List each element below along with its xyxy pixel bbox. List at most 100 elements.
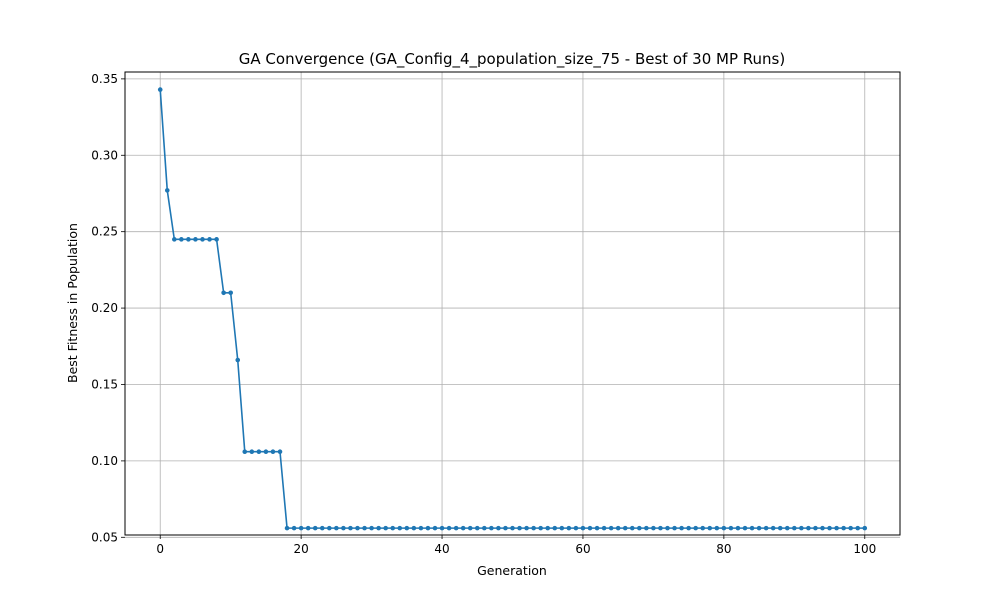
data-point — [432, 525, 438, 531]
data-point — [707, 525, 713, 531]
data-point — [235, 357, 241, 363]
x-tick-label: 100 — [853, 542, 876, 556]
data-point — [510, 525, 515, 531]
x-axis-label: Generation — [477, 563, 547, 578]
data-point — [813, 525, 818, 531]
data-point — [672, 525, 677, 531]
data-point — [157, 87, 163, 92]
data-point — [319, 525, 325, 531]
data-point — [651, 525, 656, 531]
data-point — [376, 525, 381, 531]
chart-title: GA Convergence (GA_Config_4_population_s… — [239, 50, 785, 69]
data-point — [228, 290, 233, 296]
data-point — [665, 525, 670, 531]
data-point — [693, 525, 698, 531]
data-point — [186, 237, 191, 242]
data-point — [566, 525, 572, 531]
data-point — [214, 237, 219, 242]
x-tick-label: 40 — [434, 542, 449, 556]
data-point — [327, 525, 332, 531]
data-point — [756, 525, 762, 531]
data-point — [763, 525, 769, 531]
data-point — [749, 525, 755, 531]
data-point — [390, 525, 396, 531]
markers-layer — [157, 87, 868, 531]
data-point — [742, 525, 748, 531]
data-point — [482, 525, 487, 531]
data-point — [573, 525, 579, 531]
data-point — [792, 525, 797, 531]
data-point — [418, 525, 424, 531]
data-point — [489, 525, 494, 531]
data-point — [637, 525, 642, 531]
data-point — [531, 525, 536, 531]
data-point — [862, 525, 868, 531]
data-point — [658, 525, 663, 531]
data-point — [277, 449, 283, 455]
data-point — [221, 290, 226, 296]
data-point — [629, 525, 635, 531]
data-point — [855, 525, 861, 531]
data-point — [827, 525, 832, 531]
plot-frame — [124, 71, 901, 536]
data-point — [362, 525, 367, 531]
data-point — [383, 525, 388, 531]
data-point — [728, 525, 734, 531]
data-point — [784, 525, 790, 531]
data-point — [453, 525, 459, 531]
data-point — [545, 525, 551, 531]
data-point — [496, 525, 501, 531]
data-point — [721, 525, 727, 531]
data-point — [594, 525, 600, 531]
x-tick-label: 0 — [156, 542, 164, 556]
data-point — [608, 525, 614, 531]
data-point — [559, 525, 565, 531]
data-point — [503, 525, 508, 531]
y-tick-label: 0.10 — [91, 454, 118, 468]
data-point — [256, 449, 262, 455]
y-axis-label: Best Fitness in Population — [65, 223, 80, 383]
y-tick-label: 0.15 — [91, 377, 118, 391]
data-point — [735, 525, 741, 531]
data-point — [200, 237, 205, 242]
grid — [125, 72, 900, 538]
data-point — [460, 525, 466, 531]
data-point — [587, 525, 593, 531]
data-point — [474, 525, 480, 531]
data-point — [341, 525, 346, 531]
data-point — [714, 525, 720, 531]
data-point — [552, 525, 558, 531]
data-point — [425, 525, 431, 531]
data-point — [249, 449, 255, 455]
data-point — [700, 525, 706, 531]
data-point — [305, 525, 311, 531]
data-point — [439, 525, 445, 531]
data-point — [369, 525, 374, 531]
data-point — [686, 525, 691, 531]
data-point — [622, 525, 628, 531]
y-tick-label: 0.20 — [91, 301, 118, 315]
data-point — [601, 525, 607, 531]
data-point — [841, 525, 846, 531]
data-point — [679, 525, 684, 531]
data-point — [291, 525, 297, 531]
data-point — [446, 525, 452, 531]
data-point — [270, 449, 276, 455]
data-point — [538, 525, 543, 531]
data-point — [334, 525, 339, 531]
data-point — [777, 525, 783, 531]
data-point — [644, 525, 649, 531]
x-tick-label: 20 — [293, 542, 308, 556]
data-point — [848, 525, 853, 531]
data-point — [263, 449, 269, 455]
data-point — [834, 525, 839, 531]
y-tick-label: 0.30 — [91, 148, 118, 162]
data-point — [820, 525, 825, 531]
data-point — [770, 525, 776, 531]
data-point — [207, 237, 212, 242]
data-point — [467, 525, 473, 531]
data-point — [179, 237, 184, 242]
data-point — [404, 525, 410, 531]
